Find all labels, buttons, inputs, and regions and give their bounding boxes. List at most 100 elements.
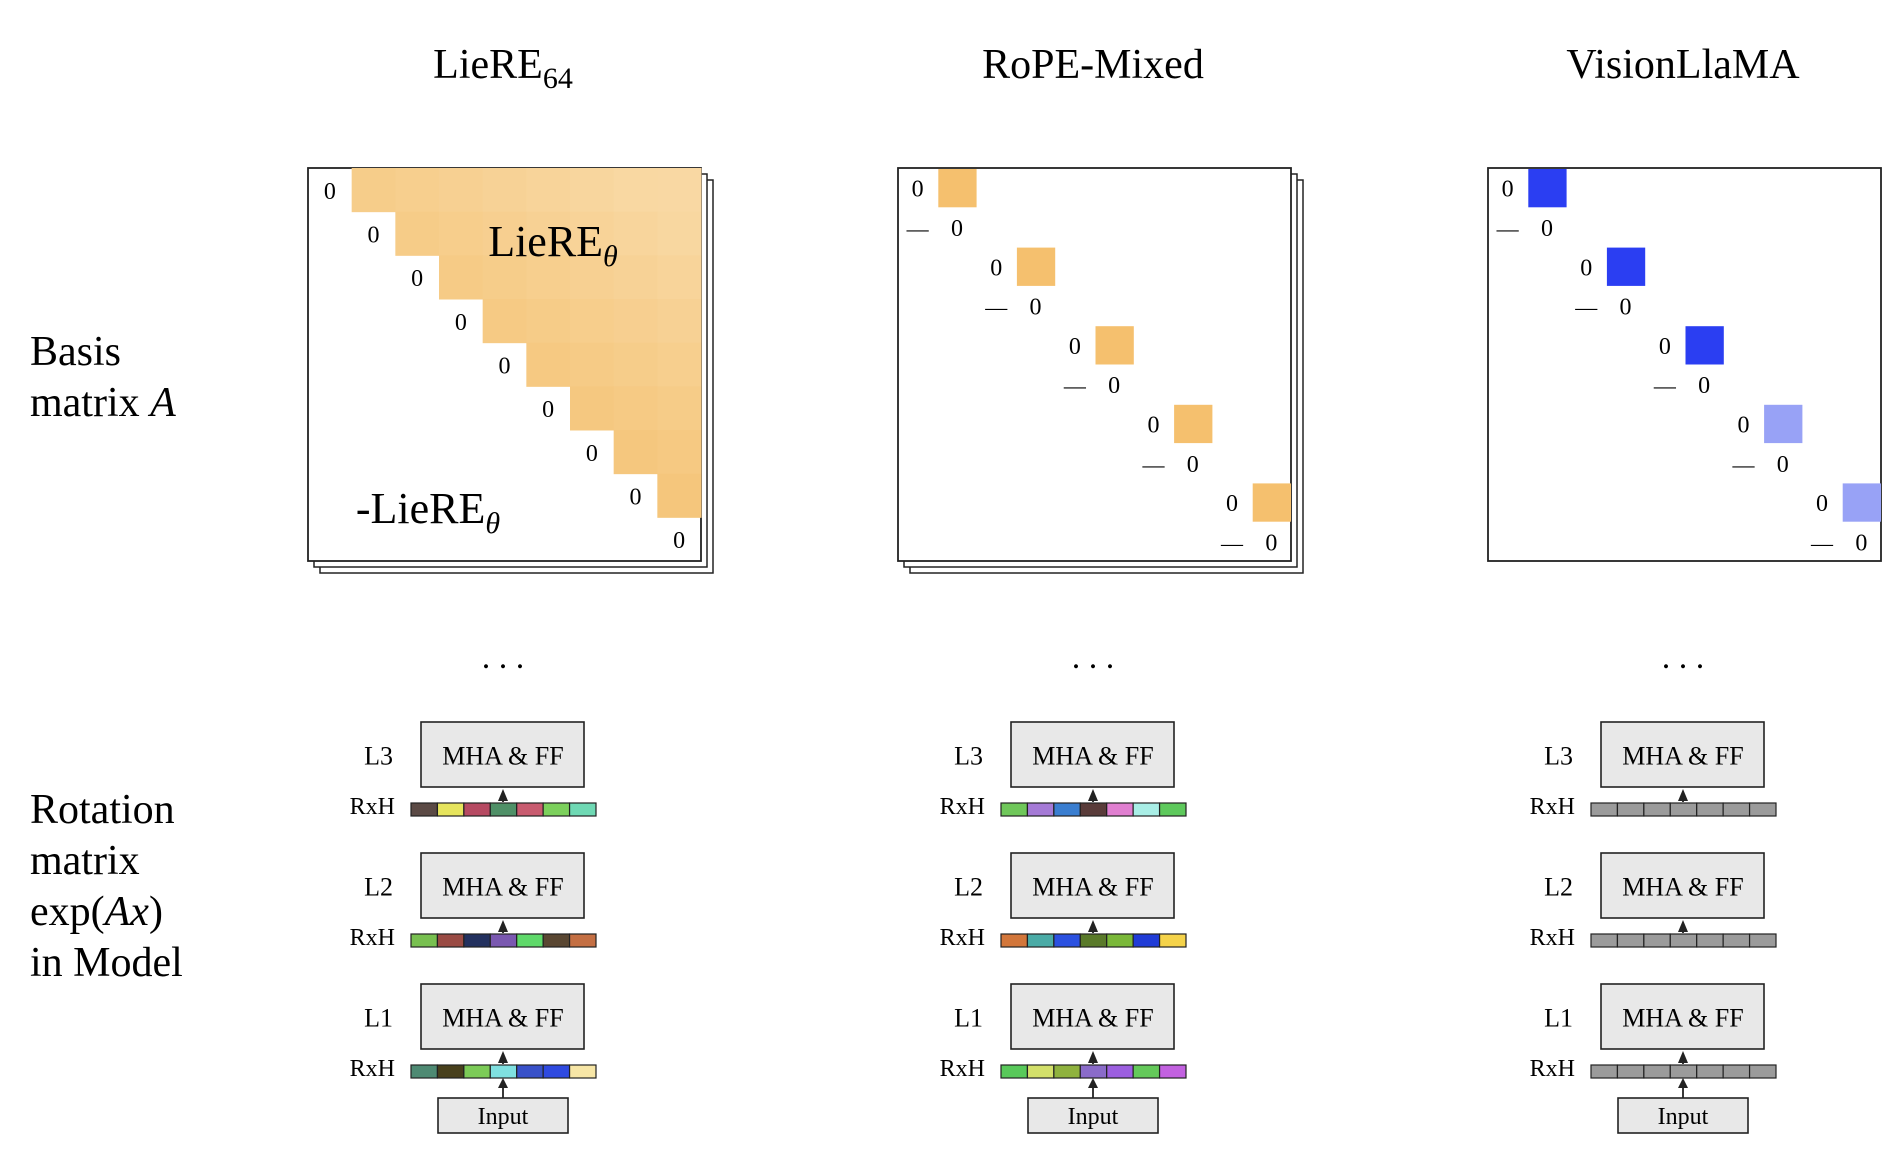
input-block bbox=[1027, 1097, 1159, 1134]
matrix-cell bbox=[482, 168, 527, 213]
column-title-text: VisionLlaMA bbox=[1566, 42, 1800, 88]
matrix-cell bbox=[439, 211, 484, 256]
block-diag-zero: 0 bbox=[1030, 295, 1042, 321]
matrix-cell bbox=[613, 386, 658, 431]
layer-label: L1 bbox=[954, 1004, 983, 1033]
mha-ff-label: MHA & FF bbox=[442, 742, 563, 771]
rotation-bar-segment bbox=[1696, 933, 1724, 948]
matrix-cell bbox=[482, 299, 527, 344]
layer-label: L1 bbox=[1544, 1004, 1573, 1033]
column-title-subscript: 64 bbox=[543, 62, 573, 95]
rotation-matrix-row-label: Rotation matrix exp(Ax) in Model bbox=[30, 785, 183, 989]
rotation-bar-segment bbox=[1079, 1064, 1108, 1079]
layer-label: L1 bbox=[364, 1004, 393, 1033]
matrix-sheet-front bbox=[1487, 167, 1882, 562]
ellipsis: . . . bbox=[482, 639, 525, 676]
rotation-bar-segment bbox=[1106, 802, 1134, 817]
block-diag-zero: 0 bbox=[1187, 452, 1199, 478]
block-diag-zero: 0 bbox=[1855, 530, 1867, 556]
mha-ff-label: MHA & FF bbox=[1032, 742, 1153, 771]
rotation-bar-segment bbox=[1590, 802, 1619, 817]
matrix-cell bbox=[482, 211, 527, 256]
matrix-diag-zero: 0 bbox=[455, 310, 467, 336]
upper-label-subscript: θ bbox=[603, 240, 618, 273]
matrix-cell bbox=[613, 430, 658, 475]
rotation-bar-segment bbox=[1616, 1064, 1645, 1079]
rotation-label-close: ) bbox=[148, 889, 163, 935]
matrix-cell bbox=[613, 342, 658, 387]
rotation-bar-segment bbox=[1643, 802, 1671, 817]
rotation-label-line3: exp(Ax) bbox=[30, 887, 183, 938]
block-negative-sign: — bbox=[1731, 452, 1755, 477]
matrix-diag-zero: 0 bbox=[368, 223, 380, 249]
input-arrow-head bbox=[498, 1078, 508, 1088]
rotation-bar-segment bbox=[542, 933, 571, 948]
rotation-bar-segment bbox=[568, 1064, 597, 1079]
mha-ff-block bbox=[1010, 721, 1175, 788]
rotation-bar-segment bbox=[568, 802, 597, 817]
mha-ff-block bbox=[420, 721, 585, 788]
rotation-bar-segment bbox=[1616, 802, 1645, 817]
matrix-cell bbox=[613, 168, 658, 213]
mha-ff-label: MHA & FF bbox=[1622, 873, 1743, 902]
matrix-cell bbox=[570, 342, 615, 387]
layer-label: L3 bbox=[364, 742, 393, 771]
matrix-cell bbox=[570, 211, 615, 256]
flow-arrow-head bbox=[1088, 920, 1098, 932]
rotation-bar-segment bbox=[1669, 802, 1698, 817]
block-angle-cell bbox=[1528, 169, 1567, 208]
rotation-bar-segment bbox=[410, 933, 439, 948]
rotation-bar-segment bbox=[489, 802, 518, 817]
rotation-bar-segment bbox=[1748, 1064, 1777, 1079]
rxh-label: RxH bbox=[940, 925, 985, 951]
mha-ff-label: MHA & FF bbox=[1032, 873, 1153, 902]
matrix-cell bbox=[526, 342, 571, 387]
flow-arrow-head bbox=[1678, 1051, 1688, 1063]
block-negative-sign: — bbox=[1653, 373, 1677, 398]
block-diag-zero: 0 bbox=[1659, 334, 1671, 360]
input-label: Input bbox=[1658, 1104, 1709, 1130]
block-diag-zero: 0 bbox=[1502, 177, 1514, 203]
matrix-cell bbox=[657, 342, 702, 387]
matrix-cell bbox=[395, 168, 440, 213]
rotation-bar-segment bbox=[463, 1064, 491, 1079]
block-negative-sign: — bbox=[906, 216, 930, 241]
input-block bbox=[437, 1097, 569, 1134]
matrix-cell bbox=[482, 255, 527, 300]
matrix-diag-zero: 0 bbox=[411, 266, 423, 292]
layer-label: L3 bbox=[954, 742, 983, 771]
rotation-bar-segment bbox=[463, 933, 491, 948]
rxh-label: RxH bbox=[940, 1056, 985, 1082]
layer-label: L3 bbox=[1544, 742, 1573, 771]
block-diag-zero: 0 bbox=[990, 255, 1002, 281]
layer-label: L2 bbox=[1544, 873, 1573, 902]
matrix-upper-label: LieREθ bbox=[488, 217, 618, 273]
input-block bbox=[1617, 1097, 1749, 1134]
matrix-cell bbox=[395, 211, 440, 256]
rotation-bar-segment bbox=[1053, 933, 1081, 948]
matrix-cell bbox=[657, 386, 702, 431]
block-diag-zero: 0 bbox=[1620, 295, 1632, 321]
rotation-bar-segment bbox=[1616, 933, 1645, 948]
rotation-label-line4: in Model bbox=[30, 940, 183, 986]
mha-ff-block bbox=[1600, 721, 1765, 788]
basis-label-line2-text: matrix bbox=[30, 380, 151, 426]
block-angle-cell bbox=[1685, 326, 1724, 365]
rotation-bar-segment bbox=[1132, 1064, 1161, 1079]
block-diag-zero: 0 bbox=[1816, 491, 1828, 517]
rotation-bar-segment bbox=[489, 933, 518, 948]
rxh-label: RxH bbox=[350, 925, 395, 951]
block-angle-cell bbox=[1016, 247, 1056, 286]
flow-arrow-head bbox=[1088, 789, 1098, 801]
rxh-label: RxH bbox=[350, 1056, 395, 1082]
matrix-cell bbox=[657, 211, 702, 256]
flow-arrow-head bbox=[1088, 1051, 1098, 1063]
rotation-bar-segment bbox=[516, 933, 544, 948]
block-angle-cell bbox=[1095, 326, 1134, 365]
block-negative-sign: — bbox=[1063, 373, 1087, 398]
rotation-bar-segment bbox=[1132, 933, 1161, 948]
rotation-bar-segment bbox=[1643, 933, 1671, 948]
matrix-diag-zero: 0 bbox=[630, 485, 642, 511]
matrix-sheet-front bbox=[897, 167, 1292, 562]
